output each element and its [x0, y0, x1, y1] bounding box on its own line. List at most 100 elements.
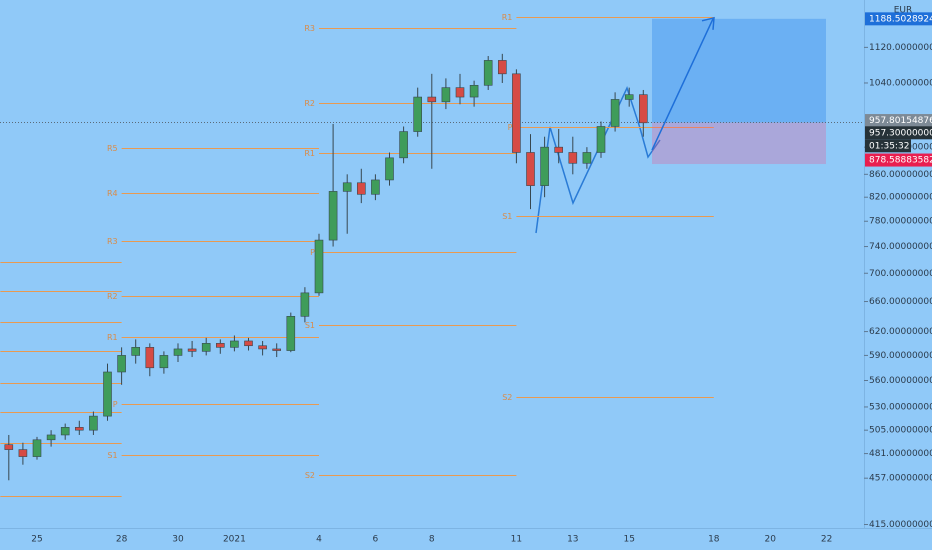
x-tick-label: 28	[116, 535, 128, 545]
y-tick-label: 780.00000000	[869, 217, 932, 227]
x-tick-label: 20	[764, 535, 776, 545]
pivot-label: P	[508, 123, 513, 132]
candle-body	[554, 146, 564, 153]
y-tick-label: 700.00000000	[869, 269, 932, 279]
candle-body	[145, 347, 155, 369]
candle-body	[159, 355, 169, 369]
y-tick-label: 505.00000000	[869, 426, 932, 436]
candle-body	[201, 343, 211, 352]
candle-body	[32, 439, 42, 457]
target-price-label-box	[865, 12, 932, 26]
candle-body	[399, 131, 408, 159]
candle-body	[258, 345, 267, 350]
pivot-label: R3	[304, 24, 315, 33]
x-tick-label: 30	[172, 535, 184, 545]
candle-body	[60, 427, 70, 436]
candle-body	[131, 347, 140, 356]
countdown-box	[865, 139, 911, 153]
candle-body	[342, 182, 352, 192]
candle-body	[483, 60, 493, 86]
candle-body	[89, 415, 98, 431]
pivot-label: S2	[305, 471, 315, 480]
pivot-label: S1	[305, 321, 315, 330]
pivot-label: R3	[107, 237, 118, 246]
y-tick-label: 860.00000000	[869, 170, 932, 180]
candle-body	[413, 96, 423, 132]
pivot-label: S1	[502, 212, 512, 221]
loss-zone	[652, 122, 826, 165]
candle-body	[244, 340, 253, 347]
candle-body	[427, 96, 437, 103]
x-tick-label: 22	[821, 535, 832, 545]
candle-body	[526, 152, 535, 186]
candle-body	[638, 94, 648, 124]
y-tick-label: 1040.00000000	[869, 78, 932, 88]
y-tick-label: 1120.00000000	[869, 43, 932, 53]
candle-body	[371, 179, 380, 195]
x-tick-label: 11	[511, 535, 522, 545]
projection-arrowhead	[701, 16, 715, 30]
candle-body	[187, 348, 197, 352]
countdown: 01:35:32	[869, 141, 909, 151]
y-tick-label: 415.00000000	[869, 520, 932, 530]
pivot-label: R1	[107, 333, 118, 342]
candle-body	[624, 94, 634, 100]
x-tick-label: 13	[567, 535, 578, 545]
candle-body	[610, 99, 620, 127]
pivot-label: P	[310, 248, 315, 257]
candle-body	[497, 60, 507, 75]
x-tick-label: 6	[373, 535, 379, 545]
candle-body	[103, 371, 112, 417]
pivot-label: R1	[502, 13, 513, 22]
candle-body	[582, 152, 592, 164]
x-tick-label: 18	[708, 535, 720, 545]
candle-body	[46, 434, 56, 441]
pivot-label: R2	[107, 292, 118, 301]
target-price-label: 1188.50289243	[869, 14, 932, 24]
candle-body	[286, 316, 296, 351]
y-tick-label: 530.00000000	[869, 402, 932, 412]
stop-price-label: 878.58883582	[869, 156, 932, 166]
x-tick-label: 15	[623, 535, 634, 545]
y-tick-label: 481.00000000	[869, 449, 932, 459]
candle-body	[356, 182, 366, 195]
y-tick-label: 560.00000000	[869, 376, 932, 386]
pivot-label: R4	[107, 189, 118, 198]
pivot-label: R2	[304, 99, 315, 108]
candle-body	[272, 348, 282, 351]
x-tick-label: 4	[316, 535, 322, 545]
candle-body	[173, 348, 183, 356]
y-tick-label: 457.00000000	[869, 474, 932, 484]
candle-body	[469, 84, 479, 98]
y-tick-label: 620.00000000	[869, 327, 932, 337]
candle-body	[216, 343, 225, 348]
candle-body	[512, 73, 521, 153]
projection-arrow	[651, 18, 714, 151]
x-tick-label: 25	[31, 535, 42, 545]
candle-body	[540, 146, 549, 186]
candle-body	[300, 292, 310, 317]
entry-price-label-box	[865, 114, 932, 128]
candle-body	[441, 87, 451, 103]
profit-zone	[652, 18, 826, 123]
candle-body	[568, 152, 578, 164]
stop-price-label-box	[865, 153, 932, 167]
entry-price-label: 957.80154876	[869, 116, 932, 126]
pivot-label: R1	[304, 149, 315, 158]
candle-body	[230, 340, 239, 348]
candle-body	[385, 157, 394, 181]
x-tick-label: 8	[429, 535, 435, 545]
candle-body	[4, 444, 14, 450]
pivot-label: R5	[107, 144, 118, 153]
candle-body	[328, 191, 338, 241]
y-tick-label: 590.00000000	[869, 351, 932, 361]
pivot-label: S1	[107, 451, 117, 460]
candle-body	[75, 427, 84, 431]
candle-body	[596, 126, 606, 153]
y-tick-label: 820.00000000	[869, 193, 932, 203]
candle-body	[18, 449, 28, 457]
last-price-label-box	[865, 126, 932, 140]
candle-body	[455, 87, 465, 98]
